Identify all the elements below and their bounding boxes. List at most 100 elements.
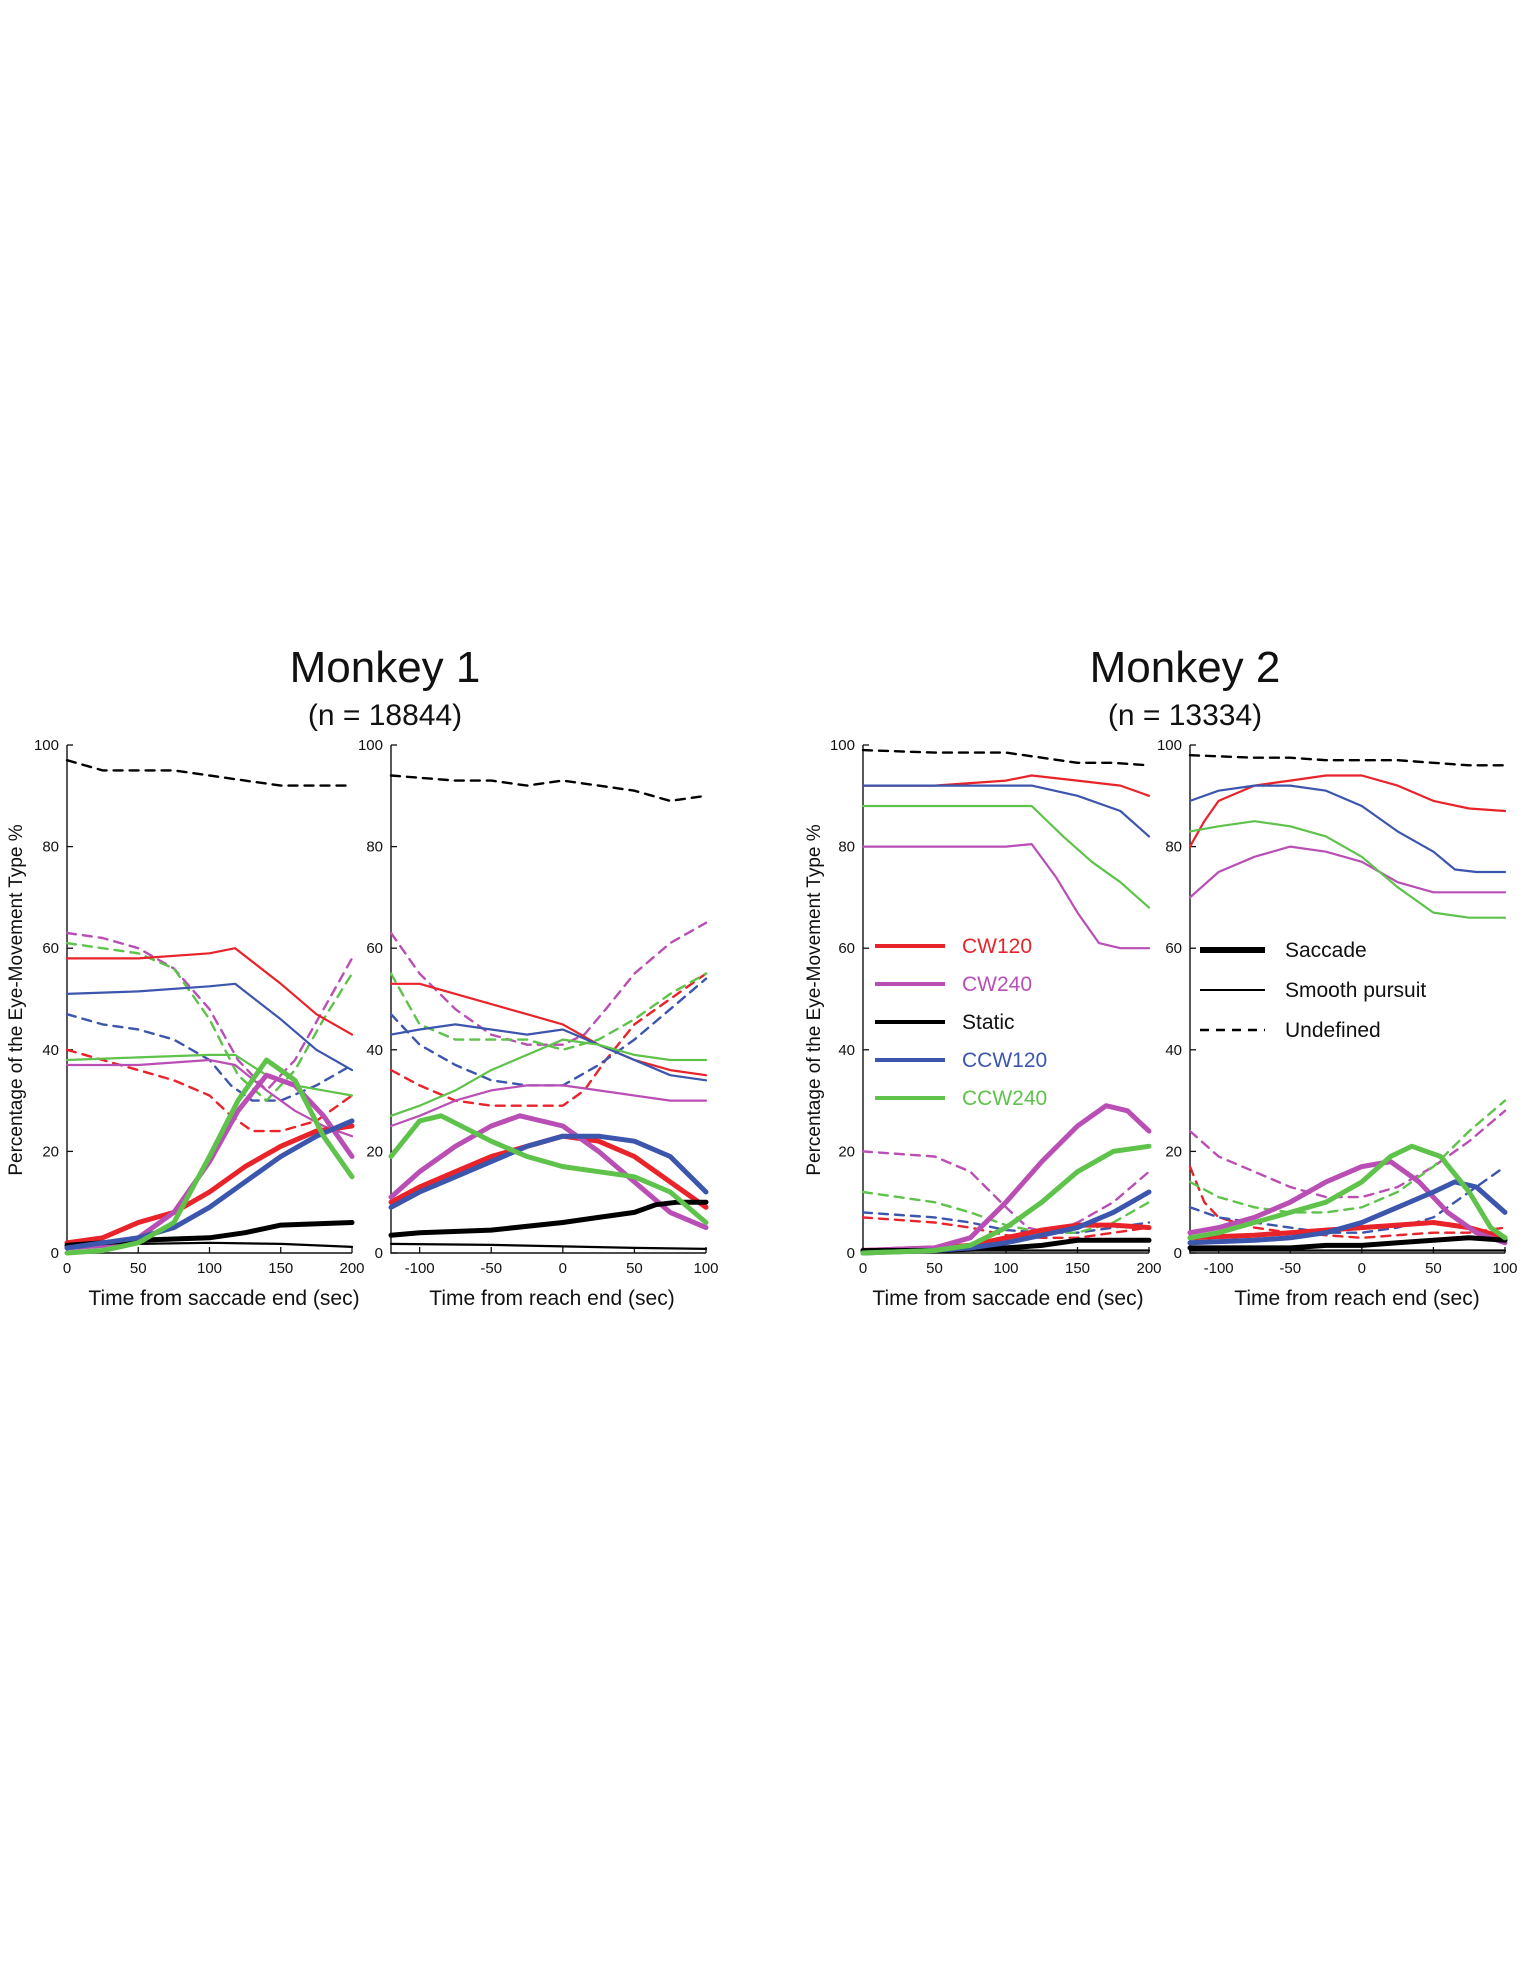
- x-tick-label: 100: [993, 1260, 1018, 1277]
- series-static-saccade: [1187, 1235, 1508, 1251]
- y-tick-label: 60: [42, 940, 59, 957]
- series-ccw240-undefined: [389, 972, 708, 1051]
- series-cw120-undefined: [389, 972, 708, 1107]
- series-static-smooth-pursuit: [389, 1242, 708, 1250]
- x-axis-label-m2-reach: Time from reach end (sec): [1234, 1287, 1479, 1310]
- x-tick-label: 200: [1136, 1260, 1161, 1277]
- series-static-saccade: [388, 1199, 709, 1238]
- monkey1-subtitle: (n = 18844): [308, 699, 462, 732]
- x-tick-label: 0: [1358, 1260, 1366, 1277]
- series-static-undefined: [1188, 754, 1507, 767]
- series-ccw240-smooth-pursuit: [861, 804, 1151, 909]
- legend-types: Saccade Smooth pursuit Undefined: [1200, 939, 1426, 1042]
- x-tick-label: 50: [130, 1260, 147, 1277]
- x-tick-label: 50: [1425, 1260, 1442, 1277]
- y-tick-label: 0: [375, 1245, 383, 1262]
- y-tick-label: 100: [830, 737, 855, 754]
- series-cw240-undefined: [65, 931, 354, 1092]
- series-ccw240-undefined: [1188, 1099, 1507, 1214]
- series-ccw120-smooth-pursuit: [65, 982, 354, 1072]
- plot-m1-reach: -100 -50 0 50 100 0 20 40 60 80 100: [358, 737, 719, 1277]
- y-tick-label: 20: [838, 1143, 855, 1160]
- legend-label-cw120: CW120: [962, 935, 1032, 958]
- y-tick-label: 80: [838, 839, 855, 856]
- x-tick-label: -100: [1204, 1260, 1234, 1277]
- x-tick-label: 100: [1492, 1260, 1517, 1277]
- series-ccw120-smooth-pursuit: [389, 1023, 708, 1082]
- series-ccw240-saccade: [388, 1113, 709, 1225]
- axis-lines: [66, 745, 352, 1254]
- series-cw120-smooth-pursuit: [389, 982, 708, 1077]
- plot-m1-saccade: 0 50 100 150 200 0 20 40 60 80 100: [34, 737, 365, 1277]
- x-tick-label: 200: [339, 1260, 364, 1277]
- y-tick-label: 80: [366, 839, 383, 856]
- series-cw120-saccade: [388, 1133, 709, 1210]
- series-ccw240-saccade: [64, 1057, 355, 1256]
- y-tick-label: 0: [1174, 1245, 1182, 1262]
- series-cw240-undefined: [1188, 1109, 1507, 1199]
- series-cw240-saccade: [1187, 1159, 1508, 1246]
- series-cw240-smooth-pursuit: [389, 1084, 708, 1128]
- y-axis-label-monkey1: Percentage of the Eye-Movement Type %: [6, 824, 27, 1175]
- legend-conditions: CW120 CW240 Static CCW120 CCW240: [875, 935, 1047, 1110]
- y-tick-label: 40: [366, 1042, 383, 1059]
- series-ccw120-smooth-pursuit: [1188, 784, 1507, 874]
- x-tick-label: 100: [197, 1260, 222, 1277]
- legend-label-ccw240: CCW240: [962, 1087, 1047, 1110]
- series-cw120-saccade: [1187, 1220, 1508, 1241]
- x-tick-label: -50: [480, 1260, 502, 1277]
- legend-label-static: Static: [962, 1011, 1015, 1034]
- y-tick-label: 100: [34, 737, 59, 754]
- x-tick-label: 0: [859, 1260, 867, 1277]
- series-ccw120-smooth-pursuit: [861, 784, 1151, 838]
- series-cw240-saccade: [860, 1103, 1152, 1253]
- y-tick-label: 60: [1165, 940, 1182, 957]
- y-tick-label: 60: [838, 940, 855, 957]
- x-tick-label: 150: [268, 1260, 293, 1277]
- x-tick-label: 0: [559, 1260, 567, 1277]
- series-ccw240-smooth-pursuit: [1188, 820, 1507, 919]
- y-tick-label: 100: [358, 737, 383, 754]
- series-ccw240-saccade: [1187, 1143, 1508, 1241]
- series-static-undefined: [65, 759, 354, 787]
- legend-label-ccw120: CCW120: [962, 1049, 1047, 1072]
- series-ccw240-smooth-pursuit: [65, 1053, 354, 1097]
- x-tick-label: 150: [1065, 1260, 1090, 1277]
- y-tick-label: 20: [1165, 1143, 1182, 1160]
- plot-m2-saccade: 0 50 100 150 200 0 20 40 60 80 100: [830, 737, 1162, 1277]
- y-tick-label: 80: [42, 839, 59, 856]
- y-tick-label: 0: [847, 1245, 855, 1262]
- legend-label-cw240: CW240: [962, 973, 1032, 996]
- series-ccw120-saccade: [64, 1118, 355, 1251]
- series-cw240-undefined: [861, 1150, 1151, 1234]
- series-cw240-smooth-pursuit: [1188, 845, 1507, 899]
- series-static-undefined: [861, 748, 1151, 767]
- x-tick-label: -50: [1279, 1260, 1301, 1277]
- series-cw120-saccade: [64, 1123, 355, 1246]
- y-tick-label: 40: [838, 1042, 855, 1059]
- y-tick-label: 100: [1157, 737, 1182, 754]
- monkey2-title: Monkey 2: [1090, 643, 1281, 692]
- y-tick-label: 80: [1165, 839, 1182, 856]
- y-axis-label-monkey2: Percentage of the Eye-Movement Type %: [804, 824, 825, 1175]
- axis-lines: [862, 745, 1149, 1254]
- series-static-undefined: [389, 774, 708, 803]
- series-cw240-saccade: [388, 1113, 709, 1231]
- series-cw240-undefined: [389, 921, 708, 1046]
- series-ccw240-undefined: [65, 941, 354, 1102]
- series-ccw120-saccade: [388, 1133, 709, 1210]
- plot-m2-reach: -100 -50 0 50 100 0 20 40 60 80 100: [1157, 737, 1518, 1277]
- x-axis-label-m2-saccade: Time from saccade end (sec): [872, 1287, 1143, 1310]
- x-tick-label: 100: [693, 1260, 718, 1277]
- x-tick-label: 0: [63, 1260, 71, 1277]
- legend-label-saccade: Saccade: [1285, 939, 1367, 962]
- x-tick-label: 50: [626, 1260, 643, 1277]
- y-tick-label: 20: [366, 1143, 383, 1160]
- series-ccw240-smooth-pursuit: [389, 1038, 708, 1117]
- series-ccw240-saccade: [860, 1143, 1152, 1256]
- x-axis-label-m1-reach: Time from reach end (sec): [429, 1287, 674, 1310]
- legend-label-smooth-pursuit: Smooth pursuit: [1285, 979, 1426, 1002]
- y-tick-label: 40: [42, 1042, 59, 1059]
- y-tick-label: 40: [1165, 1042, 1182, 1059]
- series-ccw120-undefined: [65, 1013, 354, 1102]
